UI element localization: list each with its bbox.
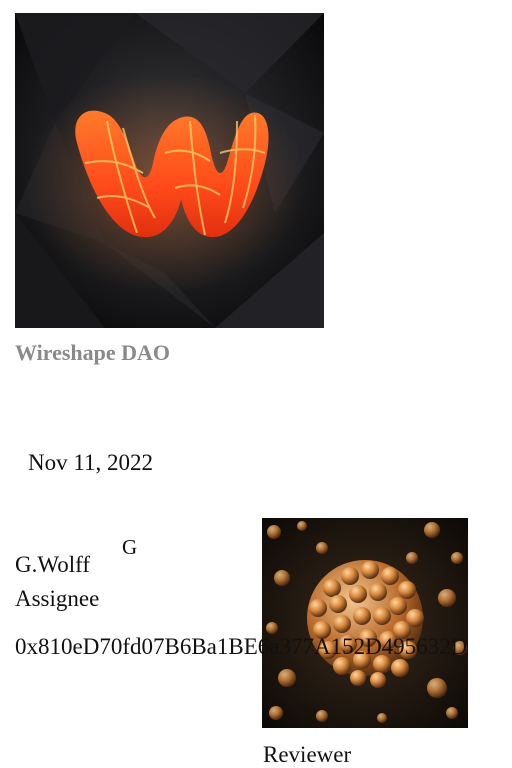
assignee-avatar[interactable]: G [122,535,138,559]
molecule-spheres-icon [262,518,468,728]
task-date: Nov 11, 2022 [28,450,154,475]
assignee-wallet-address[interactable]: 0x810eD70fd07B6Ba1BE6a377A152D495632D [15,634,468,659]
reviewer-avatar-image[interactable] [262,518,468,728]
wireshape-logo-icon [15,13,324,328]
assignee-role-label: Assignee [15,586,100,611]
reviewer-role-label: Reviewer [263,742,352,767]
assignee-name[interactable]: G.Wolff [15,552,91,577]
organization-name[interactable]: Wireshape DAO [15,340,171,365]
organization-logo-image[interactable] [15,13,324,328]
